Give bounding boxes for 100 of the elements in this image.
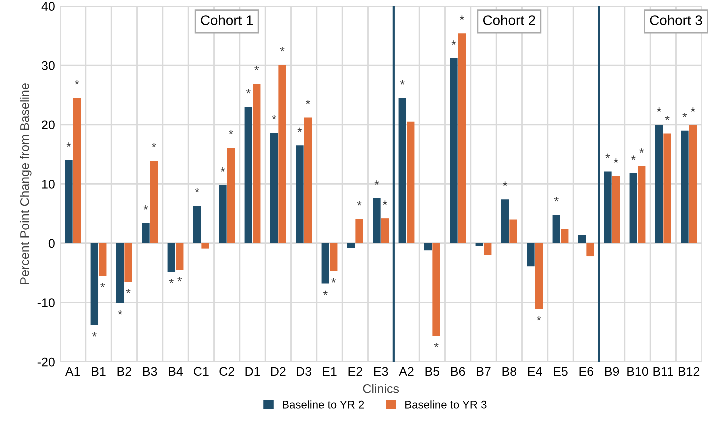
bar <box>116 243 124 304</box>
x-tick-label: C1 <box>194 367 209 376</box>
data-label: * <box>144 206 148 210</box>
y-tick-label: 20 <box>42 120 55 130</box>
bar <box>484 243 492 256</box>
x-tick-label: C2 <box>220 367 234 376</box>
legend-label: Baseline to YR 2 <box>283 400 364 409</box>
data-label: * <box>682 113 688 118</box>
bar <box>398 98 406 244</box>
x-tick-label: B1 <box>92 367 106 376</box>
x-tick-label: E5 <box>554 367 568 376</box>
x-tick-label: B3 <box>143 367 158 376</box>
x-tick-label: B4 <box>169 367 184 376</box>
bar <box>638 166 646 244</box>
x-tick-label: B10 <box>628 367 648 376</box>
data-label: * <box>92 332 97 337</box>
bar <box>244 107 252 244</box>
x-tick-label: E6 <box>580 367 594 376</box>
legend-label: Baseline to YR 3 <box>406 400 487 409</box>
y-tick-label: 0 <box>48 239 55 248</box>
x-tick-label: B7 <box>477 367 491 376</box>
bar <box>347 243 356 248</box>
bar <box>561 229 569 244</box>
data-label: * <box>657 108 662 112</box>
bar <box>586 243 594 257</box>
bar <box>219 185 227 244</box>
data-label: * <box>298 128 302 132</box>
bar <box>278 65 286 244</box>
bar <box>578 235 586 244</box>
data-label: * <box>631 156 636 160</box>
x-tick-label: E4 <box>528 367 542 376</box>
bar <box>407 122 415 244</box>
bar <box>142 223 150 244</box>
bar <box>501 200 510 244</box>
bar <box>373 198 381 244</box>
data-label: * <box>195 188 200 193</box>
x-tick-label: E3 <box>374 367 388 376</box>
bar <box>227 148 236 244</box>
data-label: * <box>169 279 174 284</box>
y-tick-label: -20 <box>38 358 55 367</box>
bar <box>552 215 560 244</box>
data-label: * <box>100 283 106 288</box>
bar <box>458 34 466 244</box>
data-label: * <box>178 277 182 282</box>
x-tick-label: D2 <box>271 367 286 376</box>
annotation: Cohort 3 <box>650 15 702 26</box>
bar <box>664 134 672 244</box>
data-label: * <box>66 142 72 148</box>
data-label: * <box>374 180 380 185</box>
data-label: * <box>272 115 277 120</box>
bar <box>99 243 107 276</box>
y-tick-label: 10 <box>42 180 55 189</box>
data-label: * <box>606 154 610 158</box>
bar <box>304 118 312 244</box>
bar <box>65 160 73 244</box>
bar <box>689 125 698 244</box>
bar <box>604 172 612 244</box>
bar <box>193 206 202 244</box>
annotation: Cohort 1 <box>201 15 254 26</box>
bar <box>381 218 390 244</box>
data-label: * <box>460 16 464 20</box>
bar <box>424 243 432 251</box>
y-tick-label: 30 <box>42 61 55 70</box>
data-label: * <box>690 108 696 112</box>
bar <box>527 243 535 267</box>
bar <box>73 98 82 244</box>
bar <box>655 125 664 244</box>
bar <box>330 243 338 272</box>
data-label: * <box>357 201 362 206</box>
x-tick-label: B2 <box>118 367 132 376</box>
y-tick-label: -10 <box>38 298 55 308</box>
data-label: * <box>382 200 388 206</box>
bar <box>450 58 458 244</box>
data-label: * <box>74 80 80 85</box>
data-label: * <box>665 116 670 120</box>
x-tick-label: B6 <box>451 367 466 376</box>
x-tick-label: A2 <box>399 367 414 376</box>
x-tick-label: B12 <box>678 367 700 376</box>
bar <box>90 243 99 326</box>
bar <box>124 243 132 282</box>
y-axis-title: Percent Point Change from Baseline <box>20 84 32 284</box>
data-label: * <box>614 158 618 164</box>
x-tick-label: A1 <box>65 367 80 376</box>
data-label: * <box>118 310 123 315</box>
x-tick-label: B9 <box>605 367 620 376</box>
data-label: * <box>503 182 508 186</box>
data-label: * <box>323 290 328 296</box>
x-tick-label: B11 <box>654 367 674 376</box>
bar <box>510 220 518 244</box>
bar <box>253 84 261 244</box>
data-label: * <box>228 130 234 135</box>
data-label: * <box>152 143 156 148</box>
data-label: * <box>126 289 131 294</box>
bar <box>476 243 484 246</box>
x-tick-label: E2 <box>348 367 362 376</box>
data-label: * <box>640 148 644 153</box>
x-tick-label: B8 <box>502 367 517 376</box>
bar <box>168 243 176 272</box>
x-tick-label: E1 <box>323 367 337 376</box>
bar <box>535 243 544 310</box>
